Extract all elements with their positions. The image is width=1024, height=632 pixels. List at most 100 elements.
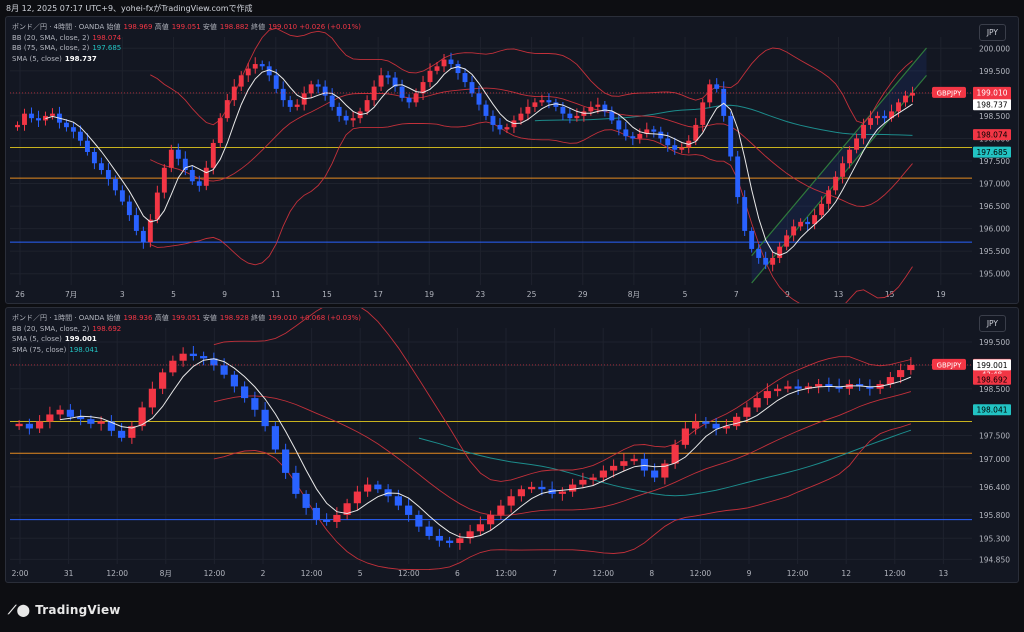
candle-body — [784, 386, 792, 389]
candle-body — [763, 391, 771, 399]
candle-body — [56, 409, 64, 415]
indicator-value: 198.074 — [92, 33, 122, 42]
candle-body — [476, 93, 482, 105]
x-tick-label: 11 — [271, 290, 281, 299]
candle-body — [579, 479, 587, 485]
candle-body — [415, 514, 423, 527]
candle-body — [112, 179, 118, 191]
candle-body — [896, 102, 901, 112]
indicator-sma5[interactable]: SMA (5, close) 198.737 — [12, 54, 361, 65]
currency-button[interactable]: JPY — [978, 24, 1006, 41]
candle-body — [251, 398, 259, 410]
x-tick-label: 9 — [785, 290, 790, 299]
candle-body — [661, 463, 669, 478]
candle-body — [658, 131, 664, 139]
candlestick-chart-1h[interactable]: 199.500199.000198.500197.500197.000196.4… — [6, 308, 1018, 582]
candle-body — [854, 138, 860, 150]
candle-body — [889, 111, 894, 119]
candle-body — [259, 64, 265, 67]
price-tag-bg — [973, 359, 1011, 371]
y-tick-label: 196.500 — [979, 202, 1010, 211]
candle-body — [910, 92, 915, 96]
candle-body — [168, 149, 174, 168]
candle-body — [36, 421, 44, 429]
candle-body — [462, 73, 468, 83]
y-tick-label: 195.800 — [979, 511, 1010, 520]
candle-body — [87, 419, 95, 424]
indicator-sma5[interactable]: SMA (5, close) 199.001 — [12, 334, 361, 345]
candlestick-chart-4h[interactable]: 200.000199.500199.000198.500198.000197.5… — [6, 17, 1018, 303]
trend-channel-fill — [751, 48, 927, 283]
ohlc-close-label: 終値 — [251, 314, 266, 322]
ohlc-high-label: 高値 — [154, 23, 169, 31]
x-tick-label: 6 — [455, 569, 460, 578]
candle-body — [640, 458, 648, 471]
ohlc-open: 198.936 — [123, 314, 153, 322]
candle-body — [589, 477, 597, 480]
candle-body — [497, 124, 503, 130]
candle-body — [749, 230, 755, 249]
candle-body — [154, 192, 160, 220]
x-tick-label: 12:00 — [690, 569, 712, 578]
x-tick-label: 7月 — [65, 290, 77, 299]
candle-body — [392, 77, 398, 87]
candle-body — [271, 426, 279, 450]
candle-body — [476, 524, 484, 532]
candle-body — [743, 407, 751, 417]
x-tick-label: 15 — [322, 290, 332, 299]
candle-body — [50, 113, 55, 116]
candle-body — [128, 426, 136, 438]
candle-body — [833, 176, 839, 191]
candle-body — [825, 384, 833, 387]
indicator-label: BB (20, SMA, close, 2) — [12, 33, 90, 42]
candle-body — [567, 113, 573, 119]
candle-body — [897, 370, 905, 378]
candle-body — [282, 449, 290, 473]
x-tick-label: 12:00 — [787, 569, 809, 578]
candle-body — [36, 118, 41, 121]
y-tick-label: 197.000 — [979, 455, 1010, 464]
candle-body — [558, 491, 566, 494]
candle-body — [441, 59, 447, 67]
x-tick-label: 2:00 — [12, 569, 29, 578]
indicator-bb75[interactable]: BB (75, SMA, close, 2) 197.685 — [12, 43, 361, 54]
chart-panel-4h[interactable]: ポンド／円 · 4時間 · OANDA 始値 198.969 高値 199.051 … — [5, 16, 1019, 304]
candle-body — [427, 70, 433, 83]
candle-body — [323, 519, 331, 522]
candle-body — [105, 170, 111, 180]
candle-body — [84, 140, 90, 152]
candle-body — [819, 203, 825, 216]
candle-body — [756, 248, 762, 258]
x-tick-label: 9 — [222, 290, 227, 299]
candle-body — [420, 82, 426, 94]
x-tick-label: 13 — [939, 569, 949, 578]
indicator-bb20[interactable]: BB (20, SMA, close, 2) 198.074 — [12, 33, 361, 44]
y-tick-label: 196.000 — [979, 225, 1010, 234]
candle-body — [385, 75, 391, 78]
candle-body — [574, 115, 580, 119]
candle-body — [66, 409, 74, 417]
ohlc-low: 198.882 — [219, 23, 249, 31]
x-tick-label: 17 — [373, 290, 383, 299]
candle-body — [770, 257, 776, 265]
chart-panel-1h[interactable]: ポンド／円 · 1時間 · OANDA 始値 198.936 高値 199.051 … — [5, 307, 1019, 583]
candle-body — [735, 156, 741, 198]
currency-button[interactable]: JPY — [978, 315, 1006, 332]
legend-1h: ポンド／円 · 1時間 · OANDA 始値 198.936 高値 199.051 … — [12, 313, 361, 355]
indicator-bb20[interactable]: BB (20, SMA, close, 2) 198.692 — [12, 324, 361, 335]
candle-body — [364, 100, 370, 112]
indicator-sma75[interactable]: SMA (75, close) 198.041 — [12, 345, 361, 356]
candle-body — [681, 428, 689, 445]
candle-body — [651, 470, 659, 478]
x-tick-label: 13 — [834, 290, 844, 299]
candle-body — [692, 421, 700, 429]
candle-body — [616, 120, 622, 130]
candle-body — [791, 226, 797, 236]
candle-body — [455, 64, 461, 74]
candle-body — [560, 106, 566, 114]
sma5-line — [60, 358, 912, 539]
candle-body — [875, 115, 880, 119]
bb-upper-line — [213, 308, 912, 482]
candle-body — [702, 421, 710, 424]
candle-body — [847, 149, 853, 164]
